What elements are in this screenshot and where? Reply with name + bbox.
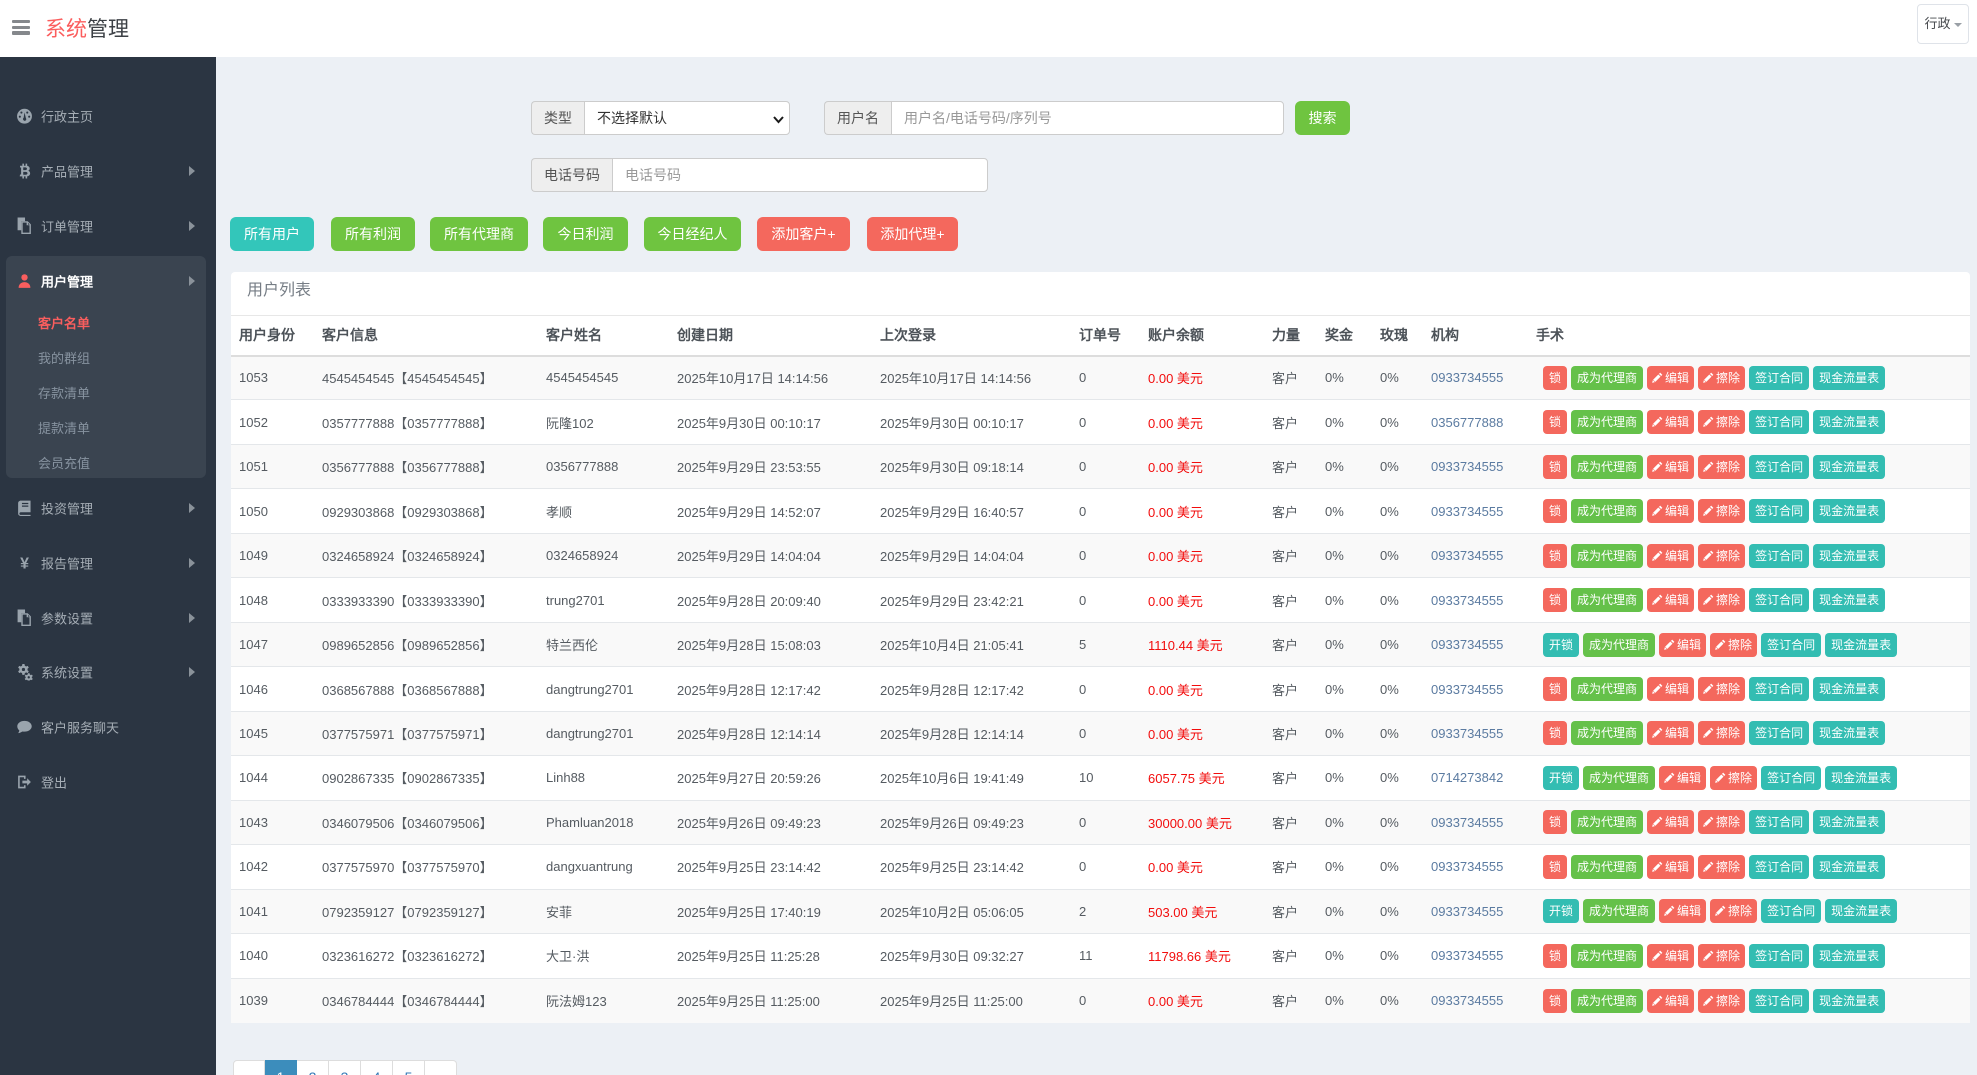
svg-text:¥: ¥ bbox=[20, 555, 29, 571]
